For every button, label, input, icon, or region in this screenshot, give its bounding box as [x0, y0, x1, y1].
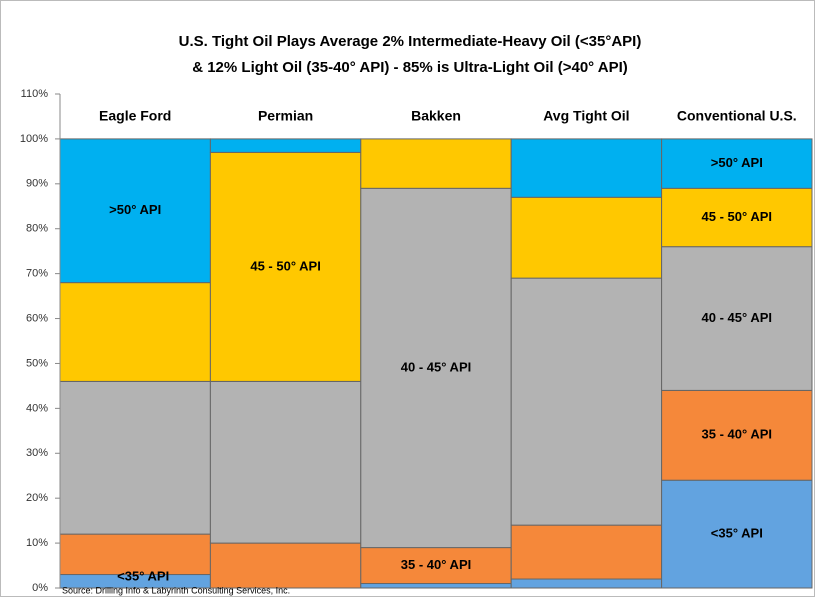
- category-label: Conventional U.S.: [677, 108, 797, 124]
- bar-segment: [209, 138, 362, 153]
- segment-label: >50° API: [711, 155, 763, 170]
- bar-segment: [510, 524, 663, 580]
- chart-subtitle: & 12% Light Oil (35-40° API) - 85% is Ul…: [192, 59, 628, 76]
- category-label: Permian: [258, 108, 313, 124]
- segment-label: <35° API: [117, 569, 169, 584]
- y-tick-label: 10%: [26, 537, 48, 549]
- bar-segment: [209, 542, 362, 589]
- segment-label: 45 - 50° API: [702, 209, 772, 224]
- source-note: Source: Drilling Info & Labyrinth Consul…: [62, 585, 290, 595]
- bar-segment: [360, 138, 512, 189]
- category-label: Avg Tight Oil: [543, 108, 629, 124]
- y-tick-label: 100%: [20, 133, 48, 145]
- bar-segment: [510, 138, 663, 198]
- bar-segment: [360, 187, 512, 549]
- bar-segment: [59, 138, 211, 284]
- chart-title: U.S. Tight Oil Plays Average 2% Intermed…: [179, 33, 642, 50]
- y-tick-label: 60%: [26, 312, 48, 324]
- bar-segment: [510, 196, 663, 279]
- bar-segment: [661, 187, 813, 248]
- y-tick-label: 50%: [26, 357, 48, 369]
- bar-segment: [59, 282, 211, 382]
- segment-label: 45 - 50° API: [250, 258, 320, 273]
- segment-label: <35° API: [711, 526, 763, 541]
- bar-segment: [360, 547, 512, 585]
- segment-label: >50° API: [109, 202, 161, 217]
- segment-label: 35 - 40° API: [702, 427, 772, 442]
- y-tick-label: 40%: [26, 402, 48, 414]
- category-label: Bakken: [411, 108, 461, 124]
- segment-label: 40 - 45° API: [401, 359, 471, 374]
- y-tick-label: 90%: [26, 178, 48, 190]
- bar-segment: [209, 151, 362, 382]
- segment-label: 35 - 40° API: [401, 557, 471, 572]
- y-tick-label: 110%: [21, 88, 49, 100]
- y-tick-label: 0%: [32, 582, 48, 594]
- bar-segment: [661, 138, 813, 189]
- bar-segment: [360, 583, 512, 589]
- y-tick-label: 70%: [26, 268, 48, 280]
- bar-segment: [510, 277, 663, 526]
- y-tick-label: 80%: [26, 223, 48, 235]
- segment-label: 40 - 45° API: [702, 310, 772, 325]
- y-tick-label: 30%: [26, 447, 48, 459]
- bar-segment: [209, 380, 362, 544]
- y-tick-label: 20%: [26, 492, 48, 504]
- bar-segment: [59, 380, 211, 535]
- bar-segment: [661, 246, 813, 391]
- category-label: Eagle Ford: [99, 108, 171, 124]
- bar-segment: [510, 578, 663, 589]
- bar-segment: [661, 389, 813, 481]
